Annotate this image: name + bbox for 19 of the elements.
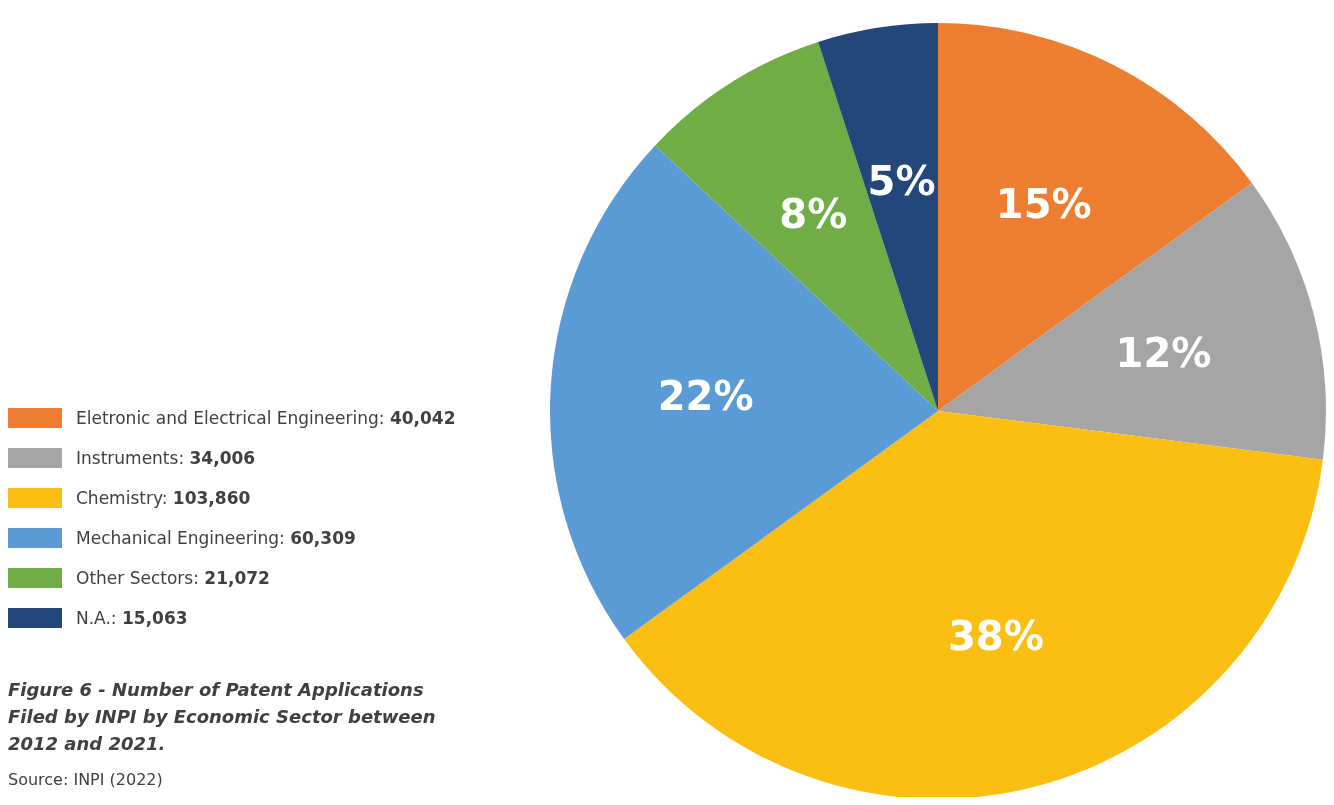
- data-label: 22%: [657, 373, 754, 420]
- legend-label: N.A.: 15,063: [76, 608, 188, 628]
- text: Figure 6 - Number of Patent Applications Filed by INPI by Economic Sector between 2012 and 2021.: [8, 678, 437, 756]
- data-label: 8%: [779, 191, 848, 238]
- pie-slice: [655, 41, 938, 411]
- legend-label: Instruments: 34,006: [76, 448, 256, 468]
- legend-label: Eletronic and Electrical Engineering: 40,042: [76, 408, 456, 428]
- source-note: Source: INPI (2022): [8, 770, 163, 789]
- legend-label: Mechanical Engineering: 60,309: [76, 528, 356, 548]
- data-label: 12%: [1115, 330, 1212, 377]
- data-label: 5%: [867, 158, 936, 205]
- legend-label: Chemistry: 103,860: [76, 488, 251, 508]
- pie-slice: [550, 145, 938, 640]
- pie-slice: [624, 411, 1323, 797]
- data-label: 15%: [995, 180, 1092, 227]
- pie-slice: [938, 23, 1252, 411]
- data-label: 38%: [948, 613, 1044, 660]
- pie-slice: [938, 182, 1326, 460]
- legend-label: Other Sectors: 21,072: [76, 568, 270, 588]
